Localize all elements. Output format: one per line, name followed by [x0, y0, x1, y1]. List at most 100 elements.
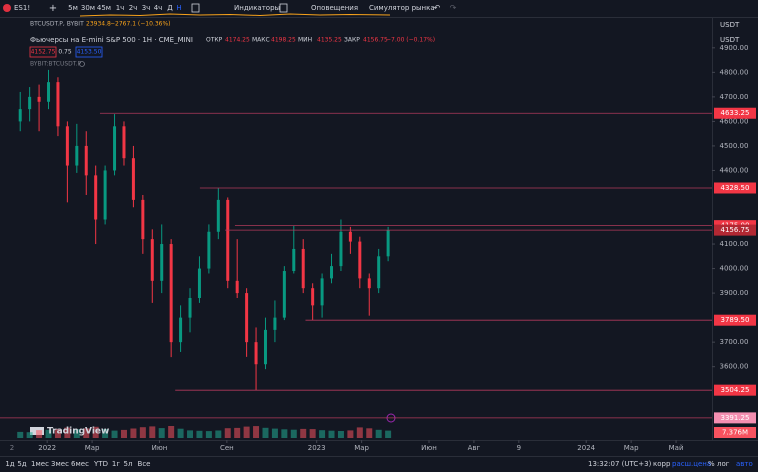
volume-bar — [309, 429, 316, 438]
timeframe-button[interactable]: 3ч — [142, 4, 151, 12]
x-tick-label: 2022 — [38, 444, 56, 452]
level-label: 3391.25 — [721, 414, 750, 422]
candle-body — [47, 82, 51, 102]
legend-field-label: МАКС — [252, 37, 270, 44]
candle-body — [84, 145, 88, 176]
volume-bar — [149, 426, 156, 438]
volume-bar — [243, 426, 250, 438]
layouts-icon[interactable] — [279, 3, 288, 13]
x-tick-label: Мар — [85, 444, 100, 452]
range-button[interactable]: 1мес — [31, 460, 49, 468]
symbol-name[interactable]: ES1! — [14, 4, 30, 12]
volume-bar — [347, 430, 354, 438]
range-button[interactable]: 5л — [124, 460, 133, 468]
level-label-box — [714, 182, 756, 194]
x-tick-label: Авг — [468, 444, 481, 452]
volume-bar — [300, 428, 307, 438]
spread: 0.75 — [58, 49, 72, 56]
candle-body — [37, 96, 41, 102]
timeframe-button[interactable]: 30м — [81, 4, 95, 12]
currency-selector[interactable]: USDT — [720, 36, 740, 44]
volume-bar — [36, 430, 43, 438]
redo-button[interactable]: ↷ — [450, 4, 457, 13]
x-tick-label: Мар — [624, 444, 639, 452]
timeframe-button[interactable]: Д — [167, 4, 173, 12]
timeframe-button[interactable]: 1ч — [116, 4, 125, 12]
timeframe-button[interactable]: Н — [176, 4, 181, 12]
candle-body — [263, 329, 267, 365]
timeframe-button[interactable]: 4ч — [154, 4, 163, 12]
candle-body — [131, 158, 135, 200]
axis-option[interactable]: расш.цена — [672, 460, 711, 468]
undo-button[interactable]: ↶ — [433, 4, 441, 13]
level-label-box — [714, 384, 756, 396]
axis-option[interactable]: лог — [717, 460, 730, 468]
candle-body — [113, 126, 117, 171]
volume-bar — [111, 430, 118, 438]
candle-body — [358, 241, 362, 279]
volume-bar — [366, 428, 373, 438]
y-tick-label: 4000.00 — [720, 265, 749, 273]
overlay-name: BYBIT:BTCUSDT.P — [30, 61, 82, 68]
x-tick-label: Июн — [421, 444, 437, 452]
ask-box[interactable] — [75, 46, 103, 58]
bar-style-icon[interactable] — [191, 3, 200, 13]
candle-body — [367, 278, 371, 289]
axis-option[interactable]: авто — [736, 460, 753, 468]
toolbar-button[interactable]: Индикаторы — [234, 4, 280, 12]
range-button[interactable]: 3мес — [51, 460, 69, 468]
range-button[interactable]: 5д — [17, 460, 26, 468]
currency-selector[interactable]: USDT — [720, 21, 740, 29]
volume-bar — [234, 427, 241, 438]
range-button[interactable]: 1д — [5, 460, 14, 468]
ask-price[interactable]: 4153.50 — [77, 49, 102, 56]
volume-bar — [45, 429, 52, 438]
range-button[interactable]: YTD — [93, 460, 108, 468]
candle-body — [377, 256, 381, 289]
range-button[interactable]: 1г — [112, 460, 120, 468]
toolbar-button[interactable]: Симулятор рынка — [369, 4, 435, 12]
x-tick-label: 2023 — [308, 444, 326, 452]
candle-body — [254, 342, 258, 365]
timeframe-button[interactable]: 5м — [68, 4, 78, 12]
range-button[interactable]: Все — [138, 460, 151, 468]
timeframe-button[interactable]: 45м — [97, 4, 111, 12]
level-label: 4156.75 — [721, 226, 750, 234]
volume-bar — [281, 429, 288, 438]
bid-box[interactable] — [29, 46, 57, 58]
volume-bar — [224, 428, 231, 438]
bid-price[interactable]: 4152.75 — [31, 49, 56, 56]
pane-number[interactable]: 2 — [10, 444, 14, 452]
y-tick-label: 3900.00 — [720, 289, 749, 297]
volume-bar — [139, 427, 146, 438]
add-symbol-button[interactable]: + — [49, 3, 57, 14]
candle-body — [150, 239, 154, 281]
clock: 13:32:07 (UTC+3) — [588, 460, 652, 468]
candle-body — [103, 170, 107, 220]
legend-field-value: 4198.25 — [271, 37, 296, 44]
x-tick-label: Июн — [152, 444, 168, 452]
x-tick-label: 2024 — [577, 444, 595, 452]
volume-bar — [290, 429, 297, 438]
axis-option[interactable]: % — [708, 460, 715, 468]
level-label: 3504.25 — [721, 386, 750, 394]
level-label: 4328.50 — [721, 184, 750, 192]
legend-field-label: ОТКР — [206, 37, 223, 44]
timeframe-button[interactable]: 2ч — [129, 4, 138, 12]
candle-body — [56, 82, 60, 127]
volume-bar — [83, 428, 90, 438]
candle-body — [18, 109, 22, 122]
volume-bar — [54, 428, 61, 438]
axis-option[interactable]: корр — [653, 460, 671, 468]
volume-bar — [168, 426, 175, 438]
visibility-icon[interactable] — [79, 61, 85, 67]
legend-title: Фьючерсы на E-mini S&P 500 · 1Н · CME_MI… — [30, 36, 193, 44]
volume-bar — [205, 431, 212, 438]
legend-field-label: МИН — [298, 37, 312, 44]
level-label-box — [714, 107, 756, 119]
candle-body — [65, 126, 69, 166]
toolbar-button[interactable]: Оповещения — [311, 4, 358, 12]
range-button[interactable]: 6мес — [71, 460, 89, 468]
volume-bar — [385, 430, 392, 438]
